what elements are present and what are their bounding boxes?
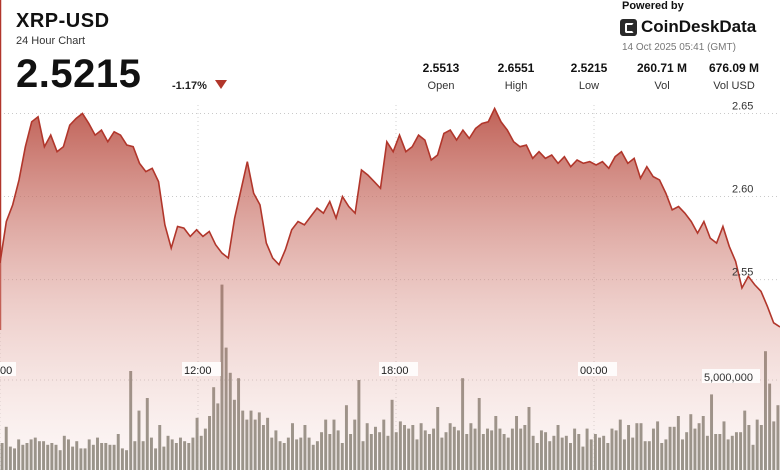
time-tick-label-bg <box>379 362 418 376</box>
axis-labels: 2.55 2.60 2.65 5,000,000 00 12:00 18:00 00:00 <box>0 100 760 384</box>
brand-logo: CoinDeskData <box>620 17 756 37</box>
stat-vol-usd: 676.09 M Vol USD <box>699 61 769 92</box>
stat-value: 2.6551 <box>497 61 535 75</box>
price-tick-label: 2.65 <box>732 100 753 112</box>
time-tick-label-bg <box>578 362 617 376</box>
stat-label: Open <box>427 80 455 92</box>
stat-value: 2.5513 <box>422 61 460 75</box>
time-tick-label-bg <box>0 362 16 376</box>
time-tick-label: 00:00 <box>580 365 608 377</box>
stat-high: 2.6551 High <box>481 61 551 92</box>
time-tick-label: 18:00 <box>381 365 409 377</box>
price-tick-label: 2.60 <box>732 184 753 196</box>
coindesk-icon <box>620 18 637 36</box>
price-area <box>0 106 780 470</box>
stat-label: Vol USD <box>713 80 755 92</box>
time-tick-label: 12:00 <box>184 365 212 377</box>
price-change: -1.17% <box>172 80 207 92</box>
price-tick-label: 2.55 <box>732 267 753 279</box>
price-area-fill <box>0 108 780 470</box>
stat-value: 260.71 M <box>636 61 688 75</box>
price-series-line <box>0 106 780 328</box>
stat-label: High <box>504 80 528 92</box>
time-tick-label-bg <box>182 362 221 376</box>
stat-label: Low <box>578 80 600 92</box>
timestamp: 14 Oct 2025 05:41 (GMT) <box>622 42 736 53</box>
stat-open: 2.5513 Open <box>406 61 476 92</box>
volume-tick-label: 5,000,000 <box>704 372 753 384</box>
stat-label: Vol <box>654 80 670 92</box>
chart-period-label: 24 Hour Chart <box>16 35 86 47</box>
time-tick-label: 00 <box>0 365 12 377</box>
pair-title: XRP-USD <box>16 10 110 32</box>
volume-tick-label-bg <box>702 369 760 383</box>
stat-low: 2.5215 Low <box>554 61 624 92</box>
powered-by-label: Powered by <box>622 0 684 12</box>
stat-value: 676.09 M <box>708 61 760 75</box>
current-price: 2.5215 <box>16 52 142 96</box>
stat-vol: 260.71 M Vol <box>627 61 697 92</box>
stat-value: 2.5215 <box>570 61 608 75</box>
down-triangle-icon <box>215 80 227 89</box>
brand-name: CoinDeskData <box>641 17 757 36</box>
